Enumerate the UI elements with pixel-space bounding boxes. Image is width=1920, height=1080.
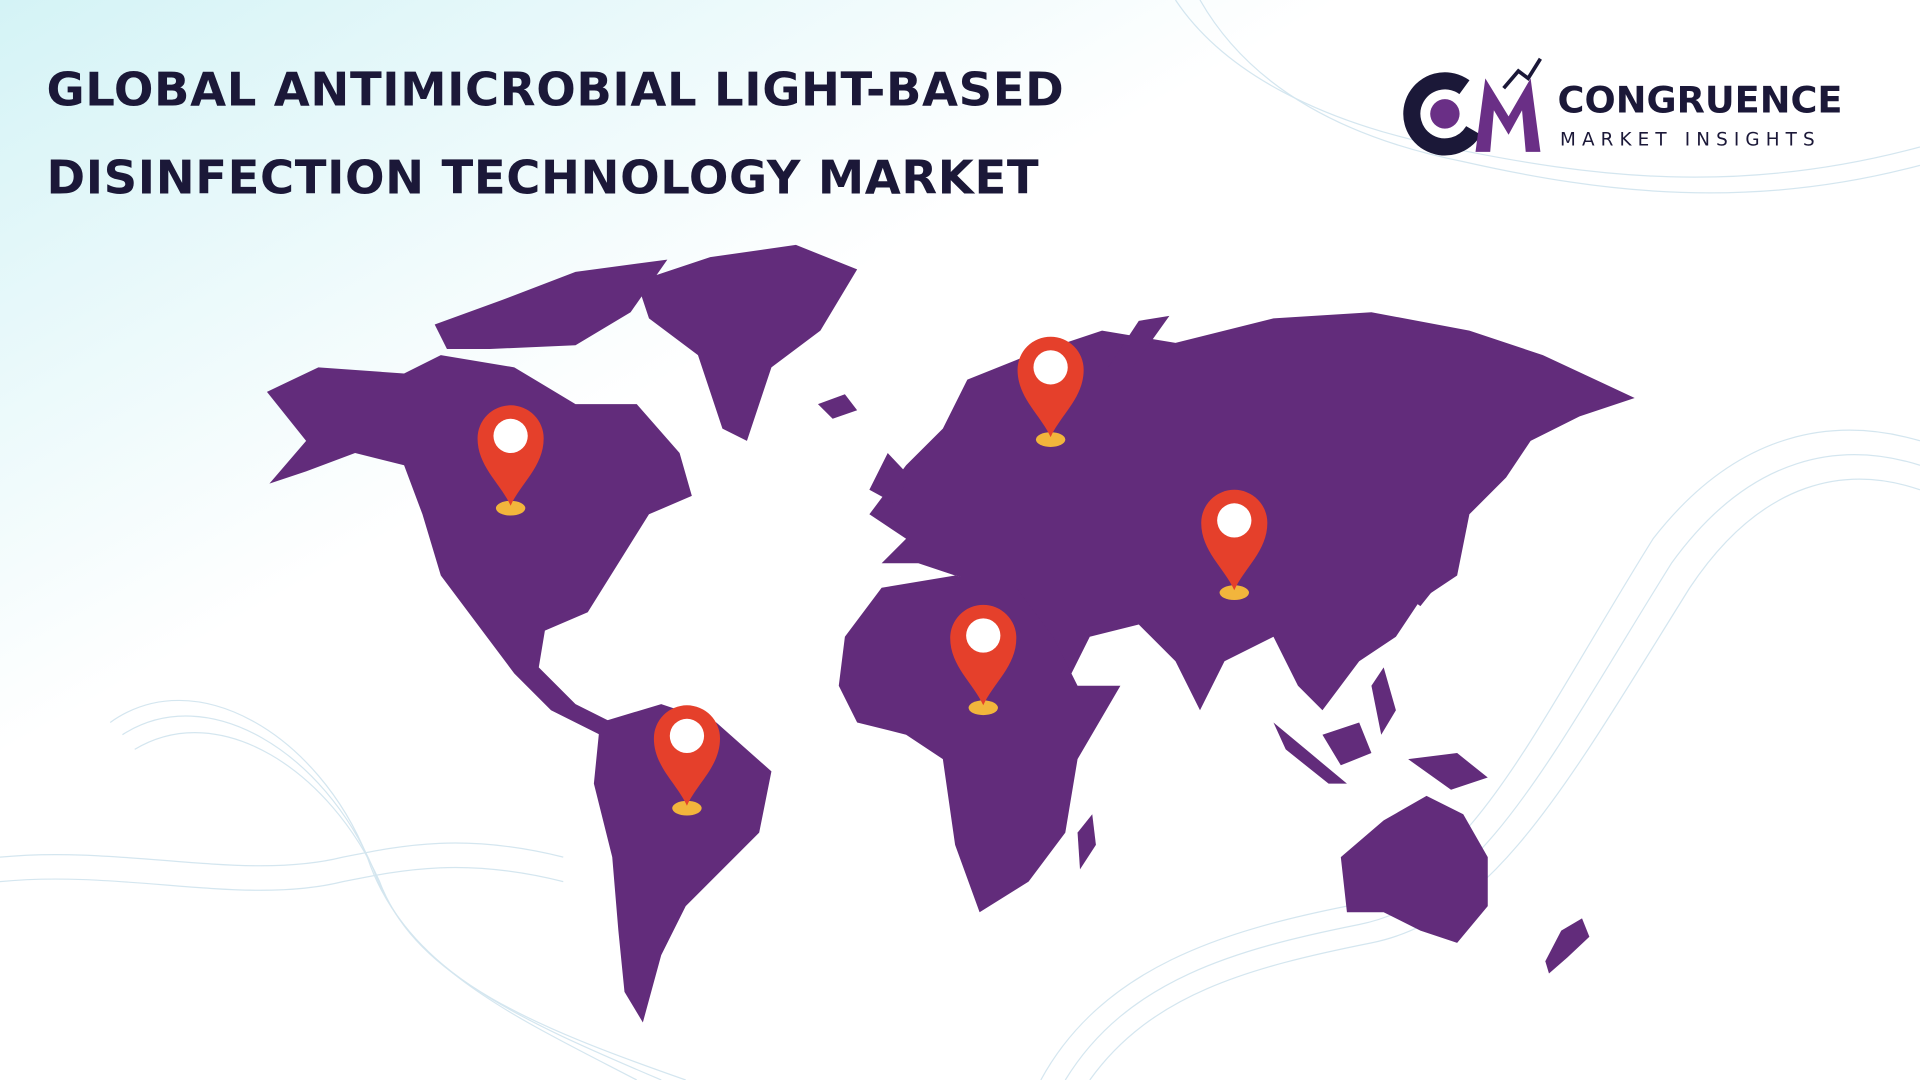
logo-m [1475,78,1541,152]
location-pin [1201,489,1268,600]
africa [838,575,1121,913]
logo-name: CONGRUENCE [1558,79,1843,122]
greenland [636,244,858,441]
logo-tagline: MARKET INSIGHTS [1560,130,1821,151]
new-zealand [1545,918,1590,974]
title-line: GLOBAL ANTIMICROBIAL LIGHT-BASED [47,62,1065,116]
location-pin [477,405,544,516]
british-isles [869,453,909,505]
title-line: DISINFECTION TECHNOLOGY MARKET [47,150,1040,204]
location-pin [950,604,1017,716]
south-america [593,704,772,1023]
iceland [817,394,858,419]
japan [1408,489,1467,607]
logo-arrow [1502,57,1542,90]
location-pin [653,705,720,816]
novaya-zemlya [1108,315,1170,368]
north-america [266,355,692,735]
madagascar [1077,814,1096,870]
southeast-asia-islands [1273,667,1488,790]
logo-globe [1430,99,1460,129]
australia [1340,795,1488,943]
location-pins [477,336,1268,816]
location-pin [1017,336,1084,447]
arctic-islands [434,259,668,349]
